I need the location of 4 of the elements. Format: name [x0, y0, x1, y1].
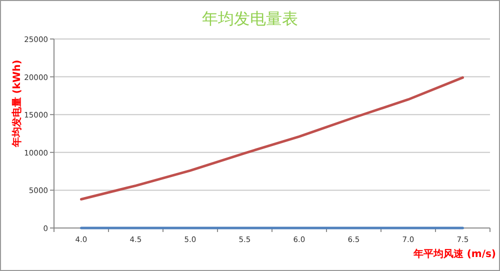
line-series: [80, 76, 464, 201]
y-axis-title: 年均发电量 (kWh): [11, 60, 23, 148]
chart-title: 年均发电量表: [202, 9, 298, 28]
x-axis-title: 年平均风速 (m/s): [412, 248, 496, 260]
